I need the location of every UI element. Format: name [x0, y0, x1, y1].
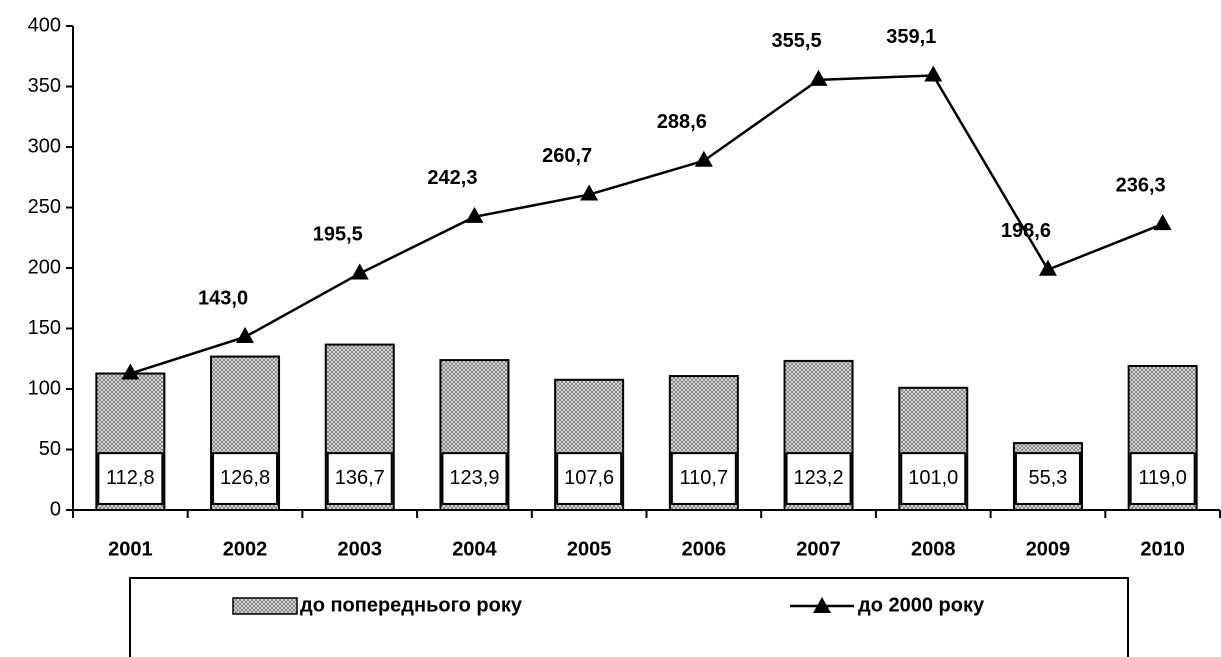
bar-value-label: 112,8	[106, 467, 155, 489]
x-tick-label: 2005	[567, 538, 612, 560]
x-tick-label: 2007	[796, 538, 841, 560]
y-tick-label: 50	[39, 438, 61, 460]
bar-value-label: 119,0	[1138, 467, 1187, 489]
x-tick-label: 2001	[108, 538, 153, 560]
line-value-label: 359,1	[886, 26, 936, 48]
bar-value-label: 55,3	[1028, 467, 1067, 489]
line-marker	[580, 184, 599, 201]
line-marker	[809, 69, 828, 86]
y-tick-label: 400	[28, 14, 61, 36]
x-tick-label: 2002	[223, 538, 268, 560]
bar-label-box	[326, 452, 393, 505]
legend-label: до попереднього року	[300, 594, 523, 616]
legend-swatch	[232, 597, 298, 615]
bar-label-box	[1014, 452, 1081, 505]
line-marker	[121, 363, 140, 380]
bar-value-label: 126,8	[220, 467, 270, 489]
line	[129, 74, 1164, 375]
y-tick-label: 150	[28, 317, 61, 339]
bar-label-box	[670, 452, 737, 505]
bar-label-box	[441, 452, 508, 505]
bar-label-box	[556, 452, 623, 505]
line-value-label: 143,0	[198, 287, 248, 309]
bar-value-label: 136,7	[335, 467, 385, 489]
x-tick-label: 2009	[1026, 538, 1071, 560]
line-marker	[1038, 259, 1057, 276]
legend-label: до 2000 року	[858, 594, 985, 616]
line-value-label: 195,5	[313, 224, 363, 246]
line-value-label: 288,6	[657, 111, 707, 133]
bar-label-box	[1129, 452, 1196, 505]
bar-label-box	[97, 452, 164, 505]
y-tick-label: 0	[50, 498, 61, 520]
line-marker	[694, 150, 713, 167]
y-tick-label: 250	[28, 196, 61, 218]
x-tick-label: 2004	[452, 538, 497, 560]
line-value-label: 236,3	[1116, 174, 1166, 196]
line-value-label: 260,7	[542, 145, 592, 167]
y-tick-label: 300	[28, 135, 61, 157]
bar-label-box	[785, 452, 852, 505]
legend-marker	[813, 597, 831, 613]
x-tick-label: 2006	[682, 538, 727, 560]
bar-label-box	[212, 452, 279, 505]
bar-value-label: 123,2	[794, 467, 844, 489]
line-marker	[924, 65, 943, 82]
line-marker	[350, 263, 369, 280]
bar-value-label: 110,7	[680, 467, 729, 489]
line-value-label: 242,3	[427, 167, 477, 189]
bar-value-label: 123,9	[449, 467, 499, 489]
x-tick-label: 2008	[911, 538, 956, 560]
line-marker	[236, 326, 255, 343]
x-tick-label: 2003	[338, 538, 383, 560]
line-marker	[465, 206, 484, 223]
y-tick-label: 200	[28, 256, 61, 278]
bar-label-box	[900, 452, 967, 505]
legend-box	[129, 577, 1129, 657]
y-tick-label: 350	[28, 75, 61, 97]
line-value-label: 355,5	[772, 30, 822, 52]
line-value-label: 198,6	[1001, 220, 1051, 242]
line-marker	[1153, 214, 1172, 231]
x-tick-label: 2010	[1140, 538, 1185, 560]
bar-value-label: 107,6	[564, 467, 614, 489]
y-tick-label: 100	[28, 377, 61, 399]
bar-value-label: 101,0	[908, 467, 958, 489]
